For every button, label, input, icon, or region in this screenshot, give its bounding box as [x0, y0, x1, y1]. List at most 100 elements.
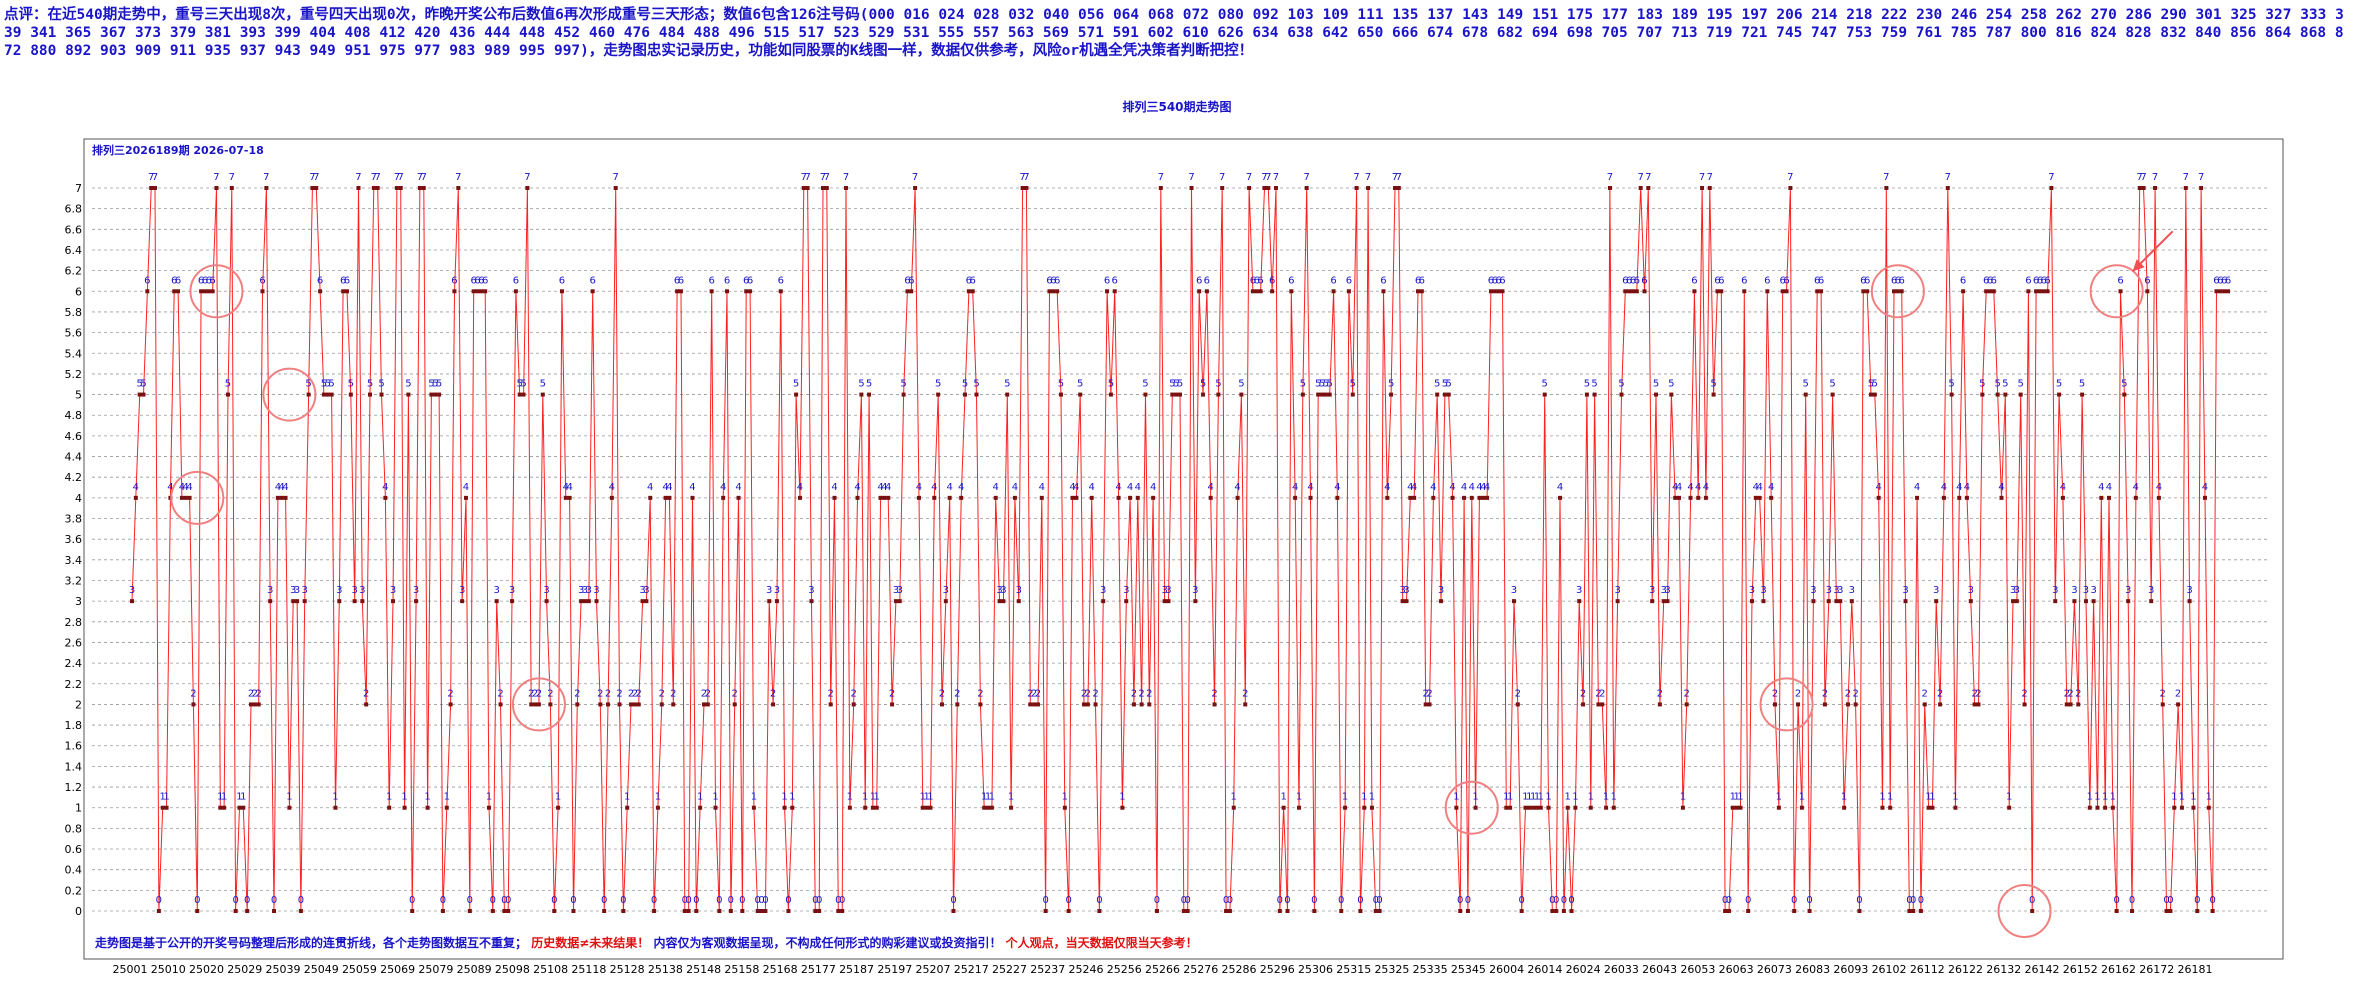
data-point: [1197, 289, 1202, 294]
data-label: 7: [2048, 172, 2054, 183]
data-point: [870, 805, 875, 810]
data-label: 2: [2160, 688, 2166, 699]
data-label: 6: [1634, 275, 1640, 286]
data-label: 3: [290, 585, 296, 596]
data-label: 5: [1315, 379, 1321, 390]
data-label: 6: [1630, 275, 1636, 286]
data-point: [1573, 805, 1578, 810]
data-point: [506, 909, 511, 913]
data-point: [2003, 392, 2008, 397]
data-label: 1: [1680, 792, 1686, 803]
data-point: [252, 702, 257, 707]
x-tick-label: 25138: [648, 963, 683, 976]
data-label: 7: [1645, 172, 1651, 183]
data-label: 0: [1457, 895, 1463, 906]
data-point: [1849, 599, 1854, 604]
data-label: 1: [1231, 792, 1237, 803]
data-point: [1462, 495, 1467, 500]
data-label: 4: [885, 482, 891, 493]
data-point: [1247, 186, 1252, 190]
data-point: [1124, 599, 1129, 604]
data-label: 0: [298, 895, 304, 906]
data-label: 6: [559, 275, 565, 286]
data-label: 0: [271, 895, 277, 906]
x-tick-label: 25020: [189, 963, 224, 976]
data-label: 3: [897, 585, 903, 596]
data-point: [1799, 805, 1804, 810]
data-label: 6: [1895, 275, 1901, 286]
x-tick-label: 25276: [1183, 963, 1218, 976]
data-label: 3: [1664, 585, 1670, 596]
x-tick-label: 25207: [916, 963, 951, 976]
data-point: [268, 599, 273, 604]
data-point: [1577, 599, 1582, 604]
data-label: 1: [1887, 792, 1893, 803]
data-label: 0: [1184, 895, 1190, 906]
data-point: [932, 495, 937, 500]
data-point: [1500, 289, 1505, 294]
data-label: 3: [1968, 585, 1974, 596]
data-point: [598, 702, 603, 707]
data-point: [1765, 289, 1770, 294]
data-point: [1093, 702, 1098, 707]
data-label: 2: [1772, 688, 1778, 699]
data-point: [1335, 495, 1340, 500]
data-point: [1696, 495, 1701, 500]
data-point: [1788, 186, 1793, 190]
data-label: 1: [1453, 792, 1459, 803]
data-label: 4: [881, 482, 887, 493]
data-label: 6: [1488, 275, 1494, 286]
data-point: [214, 186, 219, 190]
data-point: [1343, 805, 1348, 810]
data-label: 6: [1112, 275, 1118, 286]
data-point: [1726, 909, 1731, 913]
data-label: 5: [1350, 379, 1356, 390]
data-point: [156, 909, 161, 913]
data-label: 1: [920, 792, 926, 803]
data-point: [1630, 289, 1635, 294]
data-label: 1: [1119, 792, 1125, 803]
data-point: [1504, 805, 1509, 810]
data-label: 6: [2033, 275, 2039, 286]
data-label: 1: [2171, 792, 2177, 803]
x-tick-label: 25089: [457, 963, 492, 976]
data-label: 5: [1948, 379, 1954, 390]
data-label: 7: [1365, 172, 1371, 183]
data-label: 3: [1760, 585, 1766, 596]
data-point: [1508, 805, 1513, 810]
data-point: [1842, 805, 1847, 810]
data-point: [368, 392, 373, 397]
highlight-circle: [170, 470, 225, 525]
data-label: 4: [797, 482, 803, 493]
data-label: 0: [755, 895, 761, 906]
y-tick-label: 0.8: [65, 822, 83, 835]
data-label: 4: [566, 482, 572, 493]
x-tick-label: 26181: [2178, 963, 2213, 976]
data-label: 2: [1580, 688, 1586, 699]
data-label: 6: [478, 275, 484, 286]
data-point: [1389, 392, 1394, 397]
data-label: 5: [432, 379, 438, 390]
data-label: 4: [1703, 482, 1709, 493]
y-tick-label: 2.4: [65, 657, 83, 670]
data-point: [1154, 909, 1159, 913]
data-point: [1454, 805, 1459, 810]
data-point: [1078, 392, 1083, 397]
data-label: 1: [386, 792, 392, 803]
data-point: [548, 702, 553, 707]
data-label: 6: [1330, 275, 1336, 286]
data-point: [1181, 909, 1186, 913]
y-tick-label: 6.4: [65, 244, 83, 257]
data-label: 6: [1626, 275, 1632, 286]
data-label: 7: [1699, 172, 1705, 183]
data-label: 4: [689, 482, 695, 493]
data-label: 1: [1603, 792, 1609, 803]
data-point: [348, 392, 353, 397]
data-label: 5: [1829, 379, 1835, 390]
x-tick-label: 25227: [992, 963, 1027, 976]
data-label: 0: [1311, 895, 1317, 906]
data-point: [1857, 909, 1862, 913]
data-point: [1442, 392, 1447, 397]
data-label: 5: [973, 379, 979, 390]
data-label: 6: [724, 275, 730, 286]
